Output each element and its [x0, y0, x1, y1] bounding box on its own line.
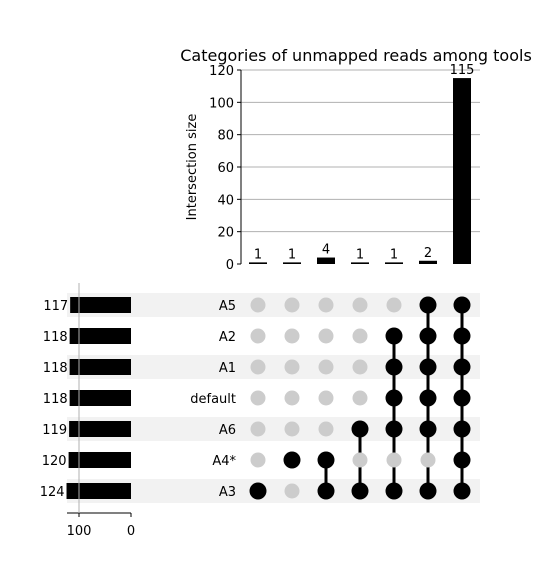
matrix-dot-inactive: [319, 422, 334, 437]
matrix-dot-inactive: [251, 360, 266, 375]
intersection-bar: [419, 261, 437, 264]
set-size-label: 117: [43, 299, 68, 314]
gridlines: [241, 70, 480, 232]
matrix-dot-inactive: [319, 329, 334, 344]
set-size-label: 124: [40, 485, 65, 500]
intersection-bar: [283, 262, 301, 264]
matrix-dot-inactive: [319, 298, 334, 313]
y-tick-label: 20: [217, 226, 234, 241]
matrix-dot-active: [454, 421, 471, 438]
matrix-dot-inactive: [251, 329, 266, 344]
matrix-dot-inactive: [319, 391, 334, 406]
matrix-dot-inactive: [251, 422, 266, 437]
intersection-bar: [351, 262, 369, 264]
matrix-dot-inactive: [387, 298, 402, 313]
y-tick-label: 60: [217, 161, 234, 176]
matrix-dot-active: [386, 421, 403, 438]
matrix-dot-inactive: [251, 391, 266, 406]
set-size-bars: 117 118 118 118 119 120 124: [40, 297, 131, 500]
matrix-dot-inactive: [353, 391, 368, 406]
set-size-label: 118: [43, 392, 68, 407]
matrix-dot-inactive: [421, 453, 436, 468]
matrix-dot-active: [454, 359, 471, 376]
matrix-dot-active: [454, 390, 471, 407]
matrix-dot-inactive: [353, 453, 368, 468]
matrix-dot-inactive: [353, 329, 368, 344]
intersection-bar-label: 1: [254, 247, 262, 262]
intersection-bar-label: 1: [288, 247, 296, 262]
matrix-dot-active: [318, 483, 335, 500]
matrix-dot-inactive: [353, 360, 368, 375]
y-tick-label: 40: [217, 193, 234, 208]
matrix-dot-active: [352, 483, 369, 500]
intersection-bar-label: 2: [424, 246, 432, 261]
matrix-dot-active: [386, 390, 403, 407]
matrix-dot-inactive: [319, 360, 334, 375]
matrix-dot-active: [454, 328, 471, 345]
set-name: A3: [219, 485, 236, 500]
intersection-matrix: [250, 297, 471, 500]
intersection-bars: 1 1 4 1 1 2 115: [249, 63, 474, 264]
matrix-dot-active: [420, 483, 437, 500]
set-size-label: 118: [43, 361, 68, 376]
chart-title: Categories of unmapped reads among tools: [180, 46, 532, 65]
matrix-dot-active: [454, 297, 471, 314]
set-name: A4*: [212, 454, 236, 469]
set-size-tick-label: 0: [127, 524, 135, 539]
set-size-label: 119: [42, 423, 67, 438]
intersection-bar-label: 1: [390, 247, 398, 262]
matrix-dot-inactive: [285, 360, 300, 375]
matrix-dot-inactive: [353, 298, 368, 313]
matrix-dot-active: [386, 328, 403, 345]
intersection-bar: [317, 258, 335, 264]
set-name: default: [190, 392, 236, 407]
matrix-dot-inactive: [285, 298, 300, 313]
matrix-dot-active: [420, 390, 437, 407]
matrix-dot-inactive: [285, 484, 300, 499]
matrix-dot-active: [284, 452, 301, 469]
set-name: A6: [219, 423, 236, 438]
matrix-dot-active: [420, 421, 437, 438]
matrix-dot-active: [386, 483, 403, 500]
matrix-dot-inactive: [285, 391, 300, 406]
intersection-bar: [249, 262, 267, 264]
matrix-dot-active: [352, 421, 369, 438]
y-tick-label: 0: [226, 258, 234, 273]
matrix-dot-inactive: [285, 329, 300, 344]
matrix-dot-active: [420, 359, 437, 376]
intersection-bar: [453, 78, 471, 264]
matrix-dot-inactive: [387, 453, 402, 468]
set-size-bar: [69, 452, 131, 468]
set-names: A5 A2 A1 default A6 A4* A3: [190, 299, 236, 500]
matrix-dot-active: [318, 452, 335, 469]
set-size-tick-label: 100: [67, 524, 92, 539]
y-tick-label: 80: [217, 129, 234, 144]
matrix-dot-active: [250, 483, 267, 500]
set-size-bar: [69, 421, 131, 437]
intersection-axis-label: Intersection size: [185, 114, 200, 221]
matrix-dot-active: [420, 328, 437, 345]
set-size-label: 118: [43, 330, 68, 345]
set-name: A5: [219, 299, 236, 314]
intersection-y-axis: 0 20 40 60 80 100 120: [209, 64, 241, 273]
set-size-bar: [67, 483, 131, 499]
matrix-dot-active: [386, 359, 403, 376]
matrix-dot-active: [454, 452, 471, 469]
set-name: A2: [219, 330, 236, 345]
intersection-bar: [385, 262, 403, 264]
intersection-bar-label: 4: [322, 243, 330, 258]
matrix-dot-active: [454, 483, 471, 500]
intersection-bar-label: 1: [356, 247, 364, 262]
set-name: A1: [219, 361, 236, 376]
y-tick-label: 100: [209, 96, 234, 111]
intersection-bar-label: 115: [450, 63, 475, 78]
y-tick-label: 120: [209, 64, 234, 79]
matrix-dot-inactive: [251, 453, 266, 468]
matrix-dot-inactive: [285, 422, 300, 437]
matrix-dot-inactive: [251, 298, 266, 313]
matrix-dot-active: [420, 297, 437, 314]
set-size-label: 120: [42, 454, 67, 469]
